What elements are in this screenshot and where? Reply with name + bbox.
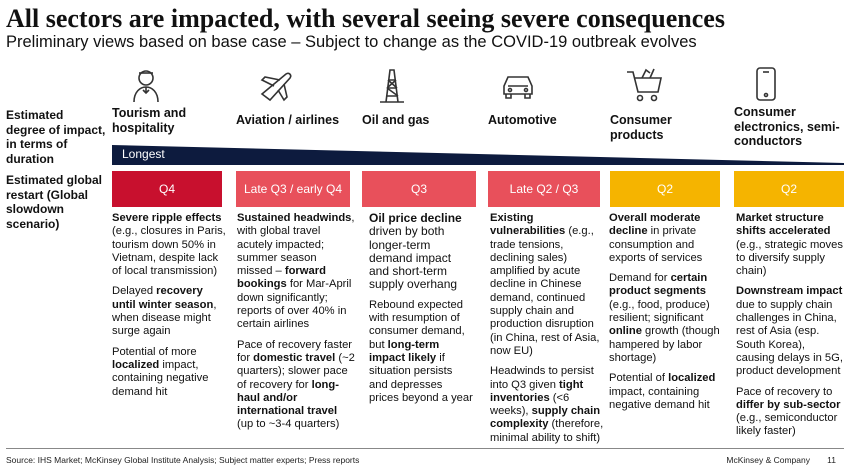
car-icon bbox=[503, 76, 533, 99]
sector-description-consumer-electronics: Market structure shifts accelerated (e.g… bbox=[736, 212, 844, 446]
description-paragraph: Delayed recovery until winter season, wh… bbox=[112, 285, 228, 338]
emphasis-text: certain product segments bbox=[609, 272, 708, 298]
description-paragraph: Oil price decline driven by both longer-… bbox=[369, 211, 473, 292]
description-paragraph: Pace of recovery to differ by sub-sector… bbox=[736, 386, 844, 439]
body-text: Pace of recovery faster for bbox=[237, 338, 353, 364]
restart-badge-consumer-products: Q2 bbox=[610, 171, 720, 207]
page-subtitle: Preliminary views based on base case – S… bbox=[6, 33, 697, 51]
emphasis-text: Existing vulnerabilities bbox=[490, 212, 566, 238]
emphasis-text: forward bookings bbox=[237, 265, 326, 291]
row-label-restart: Estimated global restart (Global slowdow… bbox=[6, 173, 103, 231]
footer-divider bbox=[6, 448, 844, 449]
sector-description-automotive: Existing vulnerabilities (e.g., trade te… bbox=[490, 212, 604, 452]
emphasis-text: Overall moderate decline bbox=[609, 212, 701, 238]
body-text: (e.g., trade tensions, declining sales) … bbox=[490, 225, 600, 357]
body-text: (therefore, minimal ability to shift) bbox=[490, 418, 604, 444]
emphasis-text: supply chain complexity bbox=[490, 405, 601, 431]
body-text: for Mar-April down significantly; report… bbox=[237, 278, 352, 331]
description-paragraph: Market structure shifts accelerated (e.g… bbox=[736, 212, 844, 278]
restart-badge-consumer-electronics: Q2 bbox=[734, 171, 844, 207]
description-paragraph: Existing vulnerabilities (e.g., trade te… bbox=[490, 212, 604, 358]
sector-description-tourism: Severe ripple effects (e.g., closures in… bbox=[112, 212, 228, 406]
body-text: Delayed bbox=[112, 285, 157, 298]
sector-description-oil-gas: Oil price decline driven by both longer-… bbox=[369, 211, 473, 412]
body-text: (~2 quarters); slower pace of recovery f… bbox=[237, 351, 355, 391]
sector-name-aviation: Aviation / airlines bbox=[236, 113, 340, 127]
emphasis-text: localized bbox=[112, 358, 160, 371]
emphasis-text: Sustained headwinds bbox=[237, 212, 352, 224]
body-text: (e.g., strategic moves to diversify supp… bbox=[736, 238, 843, 278]
emphasis-text: online bbox=[609, 325, 642, 338]
description-paragraph: Overall moderate decline in private cons… bbox=[609, 212, 723, 265]
body-text: due to supply chain challenges in China,… bbox=[736, 298, 843, 378]
emphasis-text: Severe ripple effects bbox=[112, 212, 222, 224]
sector-name-consumer-products: Consumer products bbox=[610, 113, 672, 142]
description-paragraph: Downstream impact due to supply chain ch… bbox=[736, 285, 844, 378]
body-text: in private consumption and exports of se… bbox=[609, 225, 703, 264]
oil-rig-icon bbox=[380, 69, 404, 103]
body-text: growth (though hampered by labor shortag… bbox=[609, 325, 720, 364]
emphasis-text: Oil price decline bbox=[369, 211, 462, 225]
description-paragraph: Pace of recovery faster for domestic tra… bbox=[237, 339, 355, 432]
description-paragraph: Demand for certain product segments (e.g… bbox=[609, 272, 723, 365]
sector-name-oil-gas: Oil and gas bbox=[362, 113, 430, 127]
emphasis-text: Market structure shifts accelerated bbox=[736, 212, 831, 238]
person-icon bbox=[133, 70, 159, 103]
sector-description-consumer-products: Overall moderate decline in private cons… bbox=[609, 212, 723, 419]
body-text: driven by both longer-term demand impact… bbox=[369, 224, 458, 292]
description-paragraph: Severe ripple effects (e.g., closures in… bbox=[112, 212, 228, 278]
body-text: (<6 weeks), bbox=[490, 391, 570, 418]
emphasis-text: Downstream impact bbox=[736, 285, 843, 298]
shopping-cart-icon bbox=[627, 68, 662, 102]
body-text: Pace of recovery to bbox=[736, 385, 833, 398]
page-title: All sectors are impacted, with several s… bbox=[6, 4, 725, 33]
body-text: Rebound expected with resumption of cons… bbox=[369, 298, 465, 351]
body-text: (e.g., food, produce) resilient; signifi… bbox=[609, 298, 710, 325]
airplane-icon bbox=[260, 72, 292, 102]
smartphone-icon bbox=[756, 67, 776, 101]
body-text: impact, containing negative demand hit bbox=[609, 385, 710, 411]
body-text: , when disease might surge again bbox=[112, 298, 217, 338]
emphasis-text: long-term impact likely bbox=[369, 338, 440, 364]
sector-name-automotive: Automotive bbox=[488, 113, 557, 127]
description-paragraph: Sustained headwinds, with global travel … bbox=[237, 212, 355, 332]
restart-badge-tourism: Q4 bbox=[112, 171, 222, 207]
emphasis-text: differ by sub-sector bbox=[736, 398, 841, 411]
restart-badge-aviation: Late Q3 / early Q4 bbox=[236, 171, 350, 207]
body-text: impact, containing negative demand hit bbox=[112, 358, 209, 398]
body-text: Headwinds to persist into Q3 given bbox=[490, 365, 594, 391]
description-paragraph: Headwinds to persist into Q3 given tight… bbox=[490, 365, 604, 445]
body-text: (e.g., closures in Paris, tourism down 5… bbox=[112, 225, 226, 278]
duration-wedge bbox=[112, 145, 844, 165]
sector-description-aviation: Sustained headwinds, with global travel … bbox=[237, 212, 355, 439]
body-text: (e.g., semiconductor likely faster) bbox=[736, 412, 838, 438]
restart-badge-automotive: Late Q2 / Q3 bbox=[488, 171, 600, 207]
body-text: if situation persists and depresses pric… bbox=[369, 351, 473, 404]
description-paragraph: Potential of localized impact, containin… bbox=[609, 372, 723, 412]
sector-name-tourism: Tourism and hospitality bbox=[112, 106, 187, 135]
body-text: , with global travel acutely impacted; s… bbox=[237, 212, 355, 278]
emphasis-text: localized bbox=[668, 372, 716, 385]
emphasis-text: domestic travel bbox=[253, 351, 336, 364]
description-paragraph: Potential of more localized impact, cont… bbox=[112, 346, 228, 399]
duration-label: Longest bbox=[122, 147, 165, 161]
description-paragraph: Rebound expected with resumption of cons… bbox=[369, 299, 473, 405]
sector-name-consumer-electronics: Consumer electronics, semi-conductors bbox=[734, 105, 840, 148]
row-label-impact: Estimated degree of impact, in terms of … bbox=[6, 108, 106, 166]
body-text: Potential of bbox=[609, 372, 669, 385]
page-number: 11 bbox=[827, 455, 836, 465]
emphasis-text: recovery until winter season bbox=[112, 285, 214, 311]
body-text: Potential of more bbox=[112, 345, 197, 358]
emphasis-text: long-haul and/or international travel bbox=[237, 378, 339, 418]
body-text: Demand for bbox=[609, 272, 671, 285]
source-note: Source: IHS Market; McKinsey Global Inst… bbox=[6, 455, 360, 465]
body-text: (up to ~3-4 quarters) bbox=[237, 418, 340, 431]
brand-name: McKinsey & Company bbox=[726, 455, 810, 465]
duration-wedge-shape bbox=[112, 145, 844, 165]
emphasis-text: tight inventories bbox=[490, 378, 584, 404]
restart-badge-oil-gas: Q3 bbox=[362, 171, 476, 207]
